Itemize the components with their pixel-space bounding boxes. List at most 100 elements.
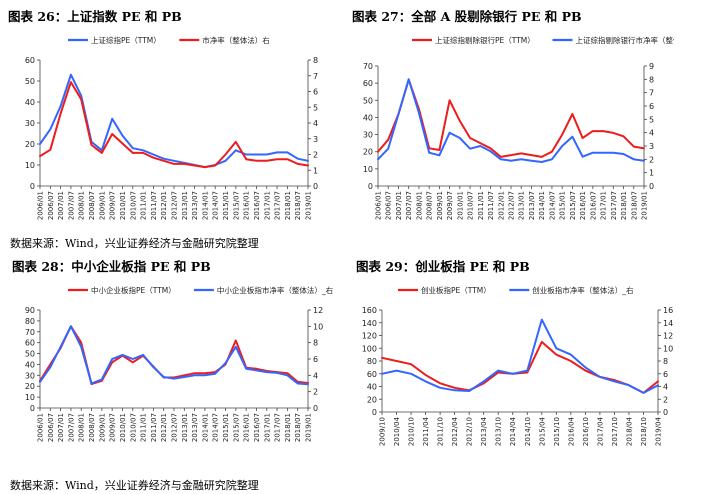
x-tick-label: 2006/07 [47, 413, 55, 442]
x-tick-label: 2019/04 [655, 416, 663, 446]
y2-tick-label: 14 [663, 319, 673, 328]
x-tick-label: 2016/01 [579, 191, 587, 220]
y2-tick-label: 6 [313, 355, 318, 364]
x-tick-label: 2007/01 [57, 413, 65, 442]
y-tick-label: 20 [25, 382, 35, 391]
x-tick-label: 2012/01 [160, 191, 168, 220]
x-tick-label: 2017/07 [610, 191, 618, 220]
x-tick-label: 2018/07 [294, 191, 302, 220]
legend-label-1: 上证综指剔除银行PE（TTM） [435, 35, 535, 45]
y2-tick-label: 1 [313, 166, 318, 175]
x-tick-label: 2014/01 [538, 191, 546, 220]
x-tick-label: 2010/10 [408, 417, 416, 446]
figure-29-title: 图表 29：创业板指 PE 和 PB [356, 259, 530, 274]
y2-tick-label: 4 [313, 119, 318, 128]
series-line-2 [39, 81, 309, 169]
y2-tick-label: 2 [313, 151, 318, 160]
y2-tick-label: 12 [663, 332, 673, 341]
series-line-2 [377, 78, 645, 163]
x-tick-label: 2018/04 [625, 416, 633, 446]
y2-tick-label: 6 [663, 370, 668, 379]
legend-label-1: 上证综指PE（TTM） [91, 35, 161, 45]
y2-tick-label: 8 [313, 56, 318, 65]
x-tick-label: 2012/07 [508, 191, 516, 220]
x-tick-label: 2011/01 [140, 413, 148, 442]
x-tick-label: 2006/07 [385, 191, 393, 220]
y-tick-label: 50 [25, 350, 35, 359]
source-note-top: 数据来源：Wind，兴业证券经济与金融研究院整理 [10, 237, 259, 250]
y2-tick-label: 7 [313, 72, 318, 81]
x-tick-label: 2013/04 [480, 416, 488, 446]
y2-tick-label: 7 [649, 89, 654, 98]
series-line-2 [39, 325, 309, 386]
legend: 上证综指PE（TTM） 市净率（整体法）右 [68, 35, 270, 45]
x-tick-label: 2008/07 [88, 191, 96, 220]
y-tick-label: 50 [363, 96, 373, 105]
y2-tick-label: 2 [313, 388, 318, 397]
x-tick-label: 2009/01 [436, 191, 444, 220]
series-line-1 [39, 325, 309, 385]
y-tick-label: 100 [362, 344, 377, 353]
y-tick-label: 70 [363, 62, 373, 71]
y-tick-label: 70 [25, 328, 35, 337]
x-tick-label: 2015/07 [569, 191, 577, 220]
x-tick-label: 2007/07 [405, 191, 413, 220]
y-tick-label: 140 [362, 319, 377, 328]
y-tick-label: 90 [25, 306, 35, 315]
y2-tick-label: 0 [313, 404, 318, 413]
y-tick-label: 120 [362, 332, 377, 341]
x-tick-label: 2017/07 [274, 413, 282, 442]
y2-tick-label: 0 [313, 182, 318, 191]
source-note-bottom: 数据来源：Wind，兴业证券经济与金融研究院整理 [10, 479, 259, 492]
x-tick-label: 2013/01 [518, 191, 526, 220]
x-tick-label: 2016/04 [567, 416, 575, 446]
y-tick-label: 0 [372, 408, 377, 417]
y2-tick-label: 3 [649, 142, 654, 151]
y-tick-label: 160 [362, 306, 377, 315]
y-tick-label: 30 [25, 371, 35, 380]
x-tick-label: 2012/04 [451, 416, 459, 446]
legend-label-1: 创业板指PE（TTM） [421, 285, 491, 295]
y2-tick-label: 6 [649, 102, 654, 111]
legend-label-2: 市净率（整体法）右 [202, 35, 270, 45]
x-tick-label: 2016/07 [253, 413, 261, 442]
y2-tick-label: 0 [663, 408, 668, 417]
legend: 中小企业板指PE（TTM） 中小企业板指市净率（整体法）_右 [68, 285, 334, 295]
y-tick-label: 30 [363, 131, 373, 140]
x-tick-label: 2006/01 [37, 191, 45, 220]
y2-tick-label: 4 [649, 129, 654, 138]
y2-tick-label: 12 [313, 306, 323, 315]
y-tick-label: 40 [367, 383, 377, 392]
y2-tick-label: 1 [649, 169, 654, 178]
x-tick-label: 2014/07 [212, 413, 220, 442]
x-tick-label: 2016/07 [589, 191, 597, 220]
x-tick-label: 2012/01 [497, 191, 505, 220]
x-tick-label: 2014/07 [548, 191, 556, 220]
x-tick-label: 2015/07 [232, 191, 240, 220]
y-tick-label: 10 [25, 393, 35, 402]
x-tick-label: 2012/10 [466, 417, 474, 446]
x-tick-label: 2015/04 [538, 416, 546, 446]
x-tick-label: 2009/07 [446, 191, 454, 220]
y2-tick-label: 6 [313, 88, 318, 97]
x-tick-label: 2016/01 [243, 191, 251, 220]
x-tick-label: 2013/01 [181, 413, 189, 442]
legend-label-2: 中小企业板指市净率（整体法）_右 [217, 285, 334, 295]
x-tick-label: 2015/01 [222, 413, 230, 442]
series-line-1 [377, 78, 645, 158]
x-tick-label: 2012/01 [160, 413, 168, 442]
x-tick-label: 2009/07 [109, 413, 117, 442]
x-tick-label: 2017/01 [263, 191, 271, 220]
y-tick-label: 20 [25, 140, 35, 149]
y2-tick-label: 10 [313, 322, 323, 331]
y-tick-label: 30 [25, 119, 35, 128]
x-tick-label: 2013/01 [181, 191, 189, 220]
x-tick-label: 2014/01 [201, 191, 209, 220]
series-line-2 [381, 318, 659, 394]
x-tick-label: 2015/07 [232, 413, 240, 442]
x-tick-label: 2012/07 [171, 413, 179, 442]
y2-tick-label: 16 [663, 306, 673, 315]
x-tick-label: 2014/04 [509, 416, 517, 446]
